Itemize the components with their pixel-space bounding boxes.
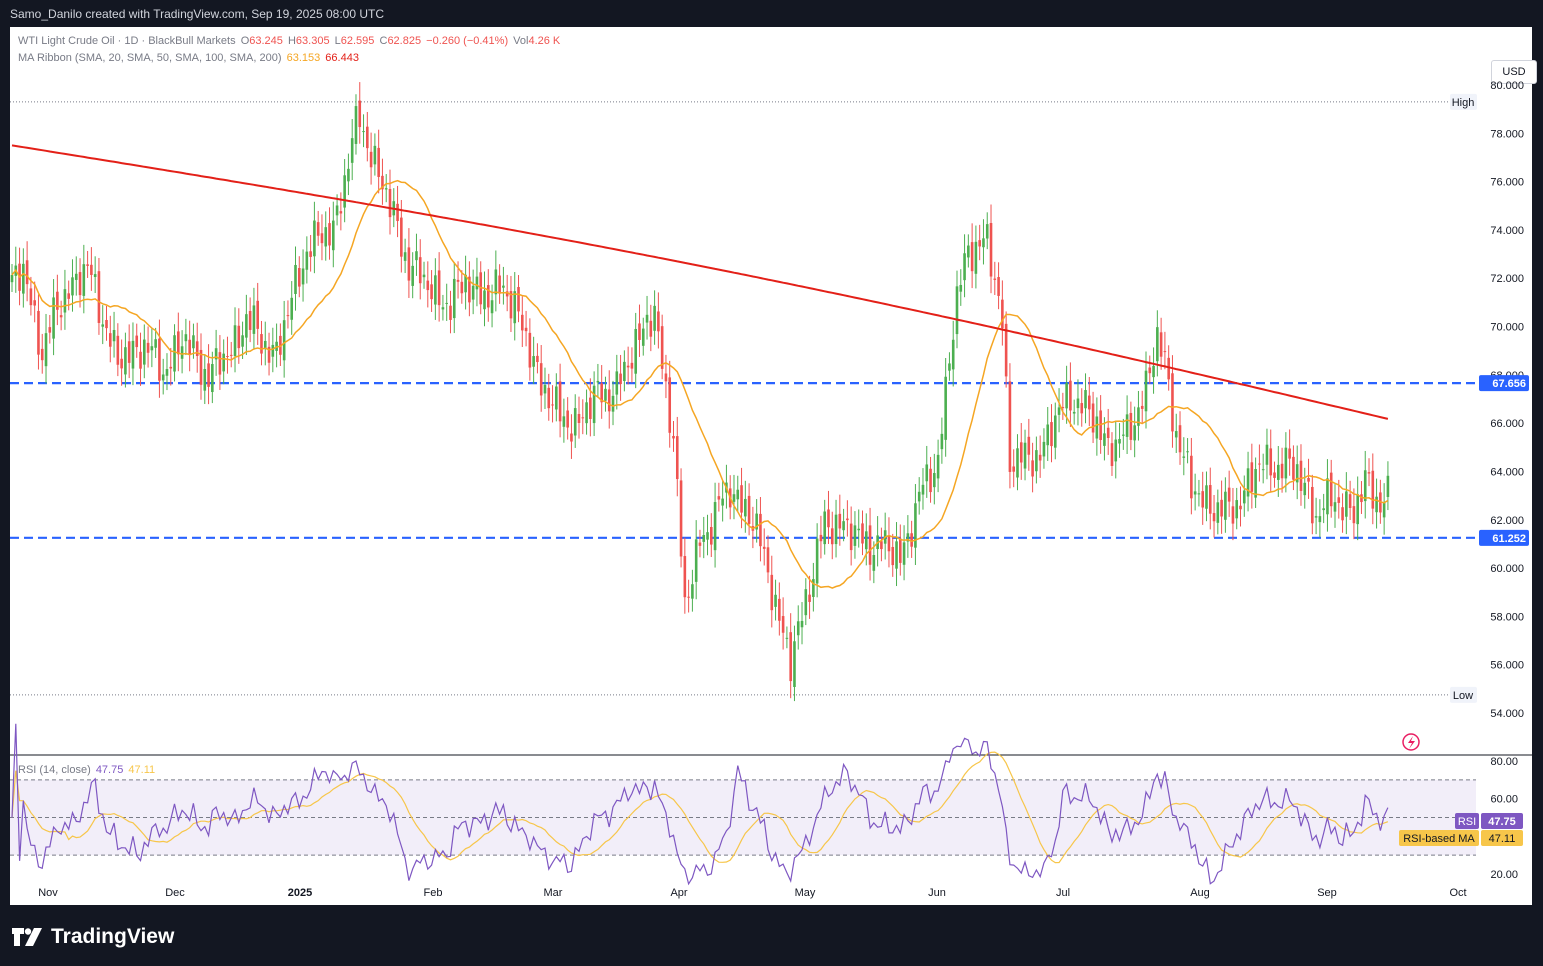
currency-button[interactable]: USD	[1491, 60, 1537, 84]
high-value: 63.305	[295, 35, 330, 47]
brand-text: TradingView	[51, 925, 175, 948]
symbol-name[interactable]: WTI Light Crude Oil · 1D · BlackBull Mar…	[18, 35, 236, 47]
ma-ribbon-legend[interactable]: MA Ribbon (SMA, 20, SMA, 50, SMA, 100, S…	[18, 52, 359, 64]
low-label: L	[334, 35, 341, 47]
chart-frame[interactable]: WTI Light Crude Oil · 1D · BlackBull Mar…	[10, 27, 1537, 905]
change-value: −0.260 (−0.41%)	[426, 35, 509, 47]
ma200-value: 66.443	[325, 52, 359, 64]
tradingview-logo[interactable]: TradingView	[12, 925, 174, 949]
rsi-legend[interactable]: RSI (14, close) 47.75 47.11	[18, 764, 155, 776]
low-value: 62.595	[340, 35, 375, 47]
symbol-legend[interactable]: WTI Light Crude Oil · 1D · BlackBull Mar…	[18, 35, 560, 47]
open-label: O	[240, 35, 250, 47]
close-value: 62.825	[387, 35, 422, 47]
high-label: H	[287, 35, 296, 47]
tradingview-logo-icon	[12, 928, 42, 946]
volume-value: 4.26 K	[528, 35, 561, 47]
volume-label: Vol	[513, 35, 529, 47]
ma-ribbon-label[interactable]: MA Ribbon (SMA, 20, SMA, 50, SMA, 100, S…	[18, 52, 282, 64]
close-label: C	[379, 35, 388, 47]
rsi-legend-value: 47.75	[95, 764, 124, 776]
rsi-label[interactable]: RSI (14, close)	[18, 764, 91, 776]
rsi-ma-legend-value: 47.11	[128, 764, 156, 776]
chart-attribution: Samo_Danilo created with TradingView.com…	[10, 7, 384, 21]
open-value: 63.245	[249, 35, 283, 47]
ma20-value: 63.153	[286, 52, 321, 64]
